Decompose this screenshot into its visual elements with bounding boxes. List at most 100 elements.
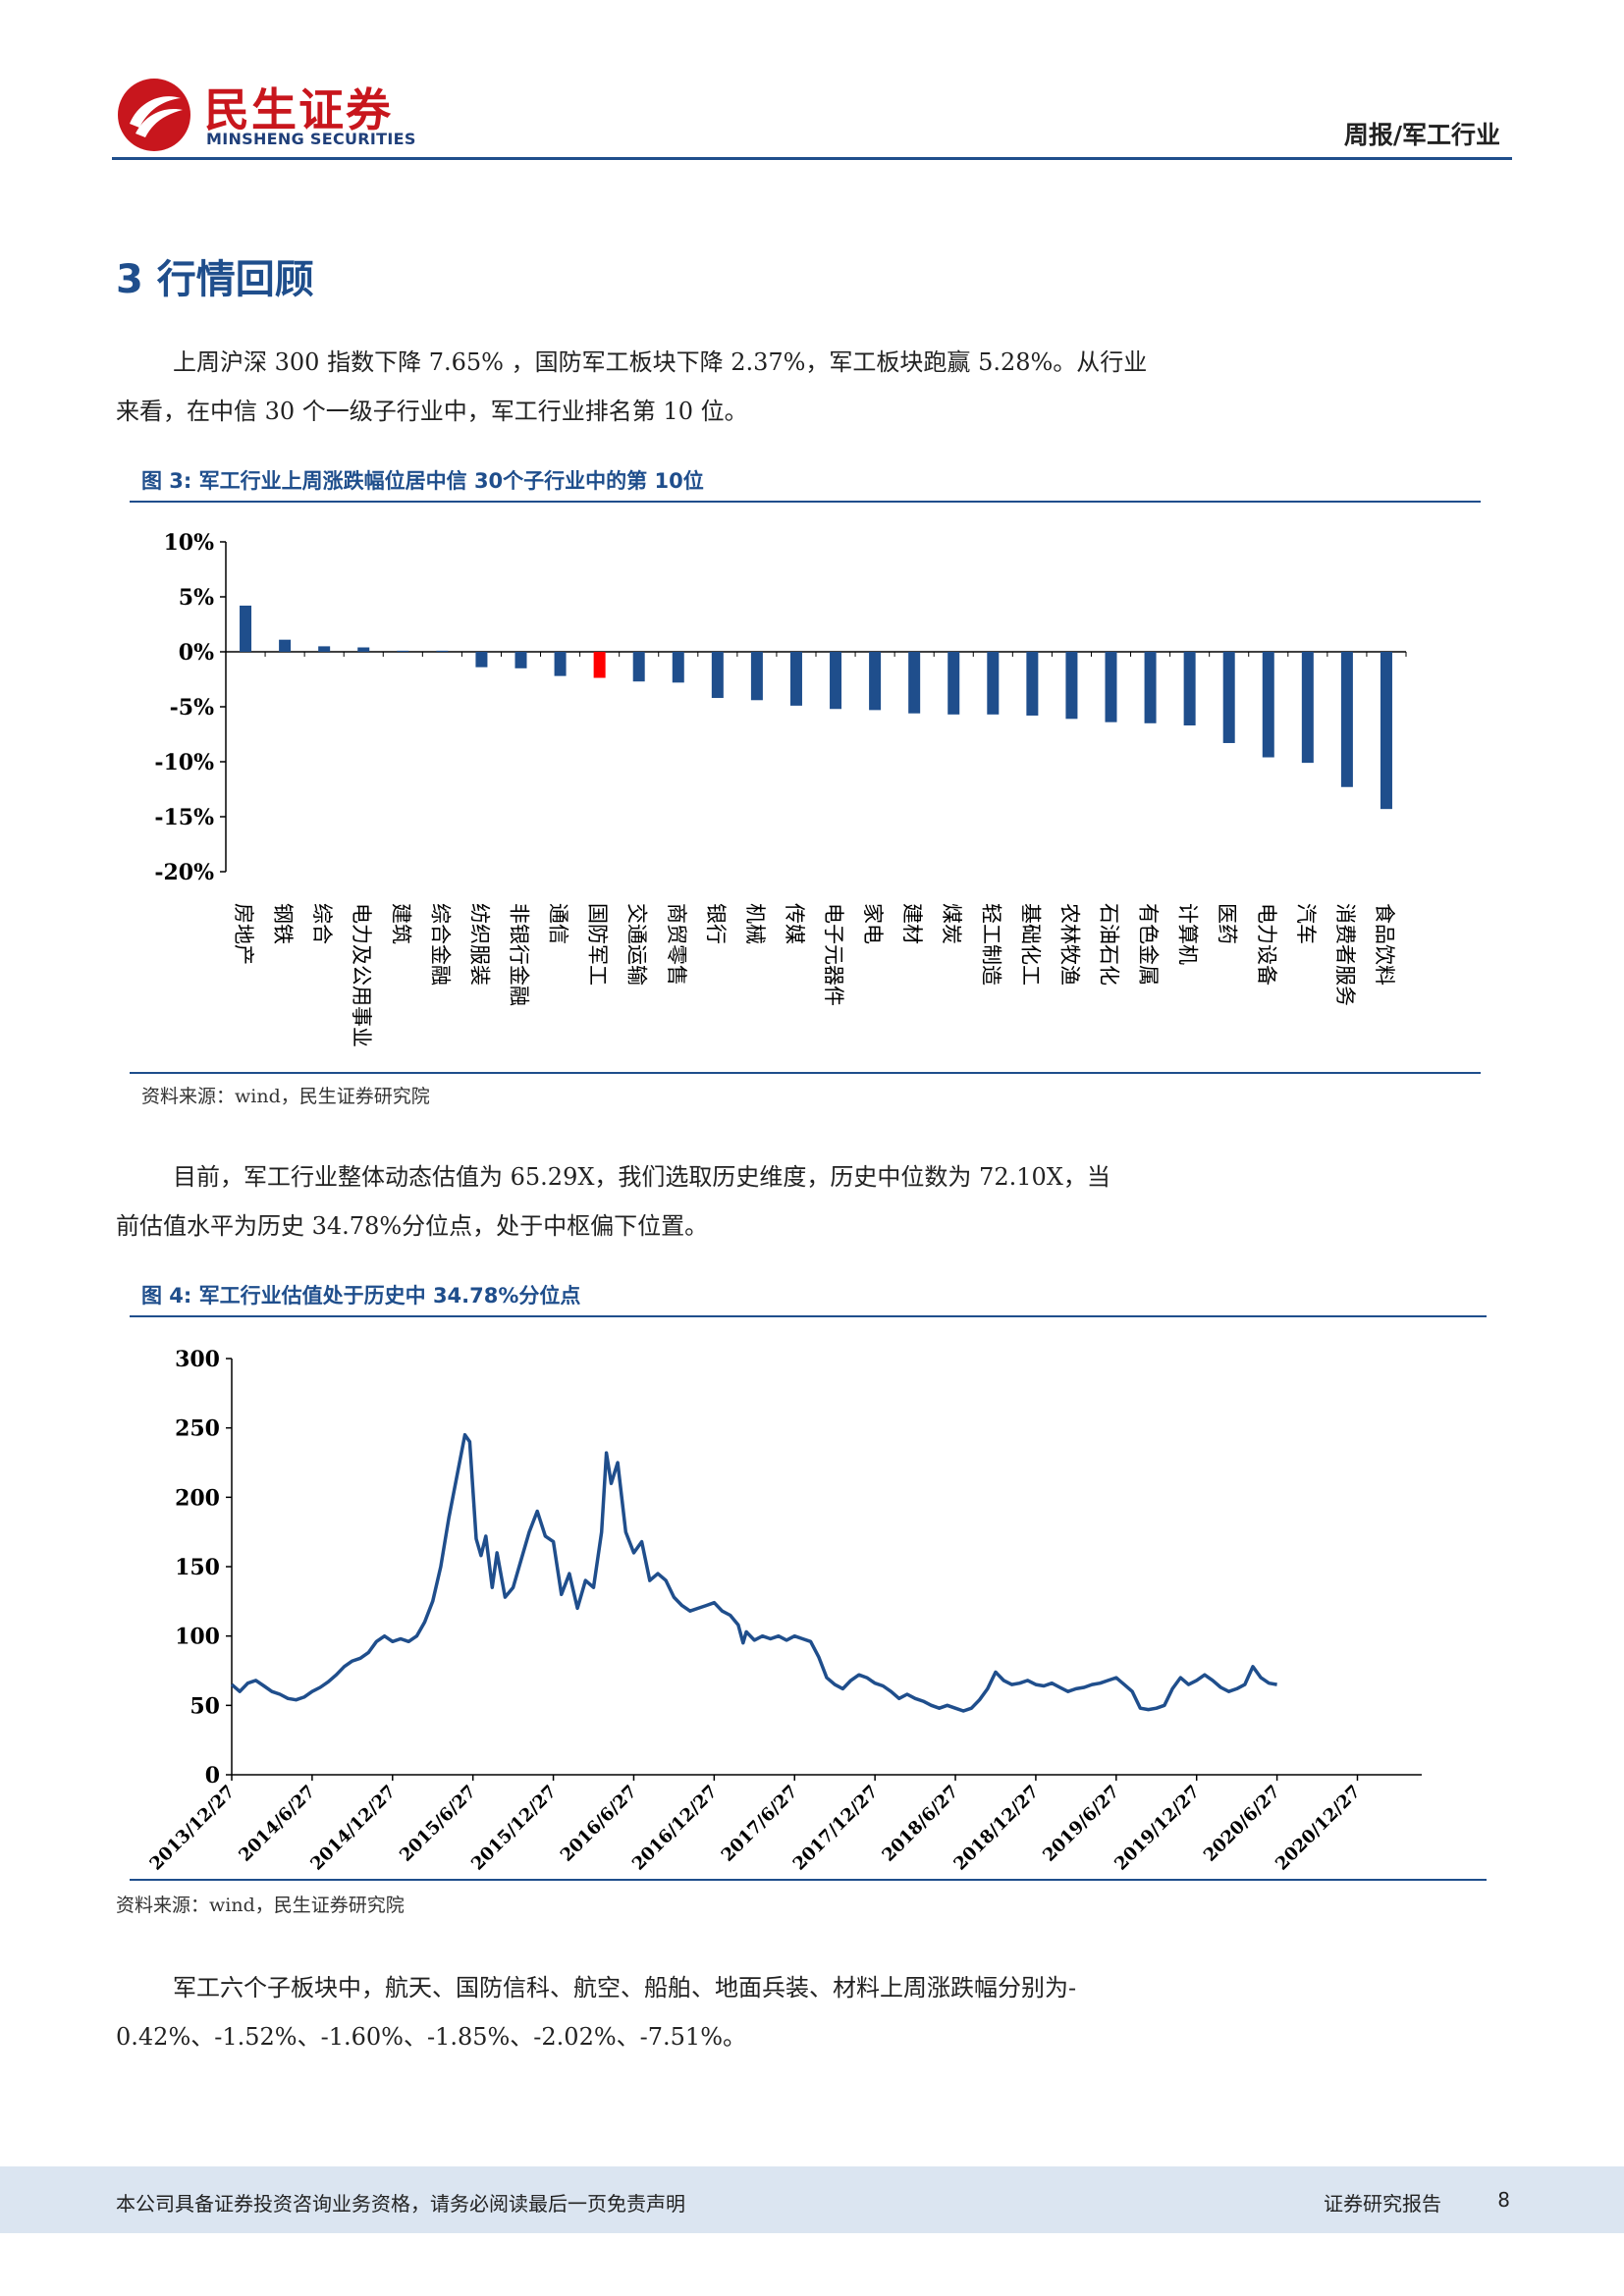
category-label: 房地产 bbox=[232, 903, 255, 965]
category-label: 医药 bbox=[1216, 903, 1239, 944]
paragraph-market-review: 上周沪深 300 指数下降 7.65% ，国防军工板块下降 2.37%，军工板块… bbox=[116, 338, 1225, 436]
bar-食品饮料 bbox=[1380, 652, 1392, 809]
y-tick-label: 5% bbox=[179, 585, 214, 611]
bar-钢铁 bbox=[279, 640, 291, 652]
paragraph-valuation: 目前，军工行业整体动态估值为 65.29X，我们选取历史维度，历史中位数为 72… bbox=[116, 1152, 1225, 1251]
bar-交通运输 bbox=[633, 652, 645, 681]
category-label: 交通运输 bbox=[625, 903, 649, 986]
category-label: 电力及公用事业 bbox=[350, 903, 373, 1047]
figure-3-bottom-rule bbox=[130, 1072, 1481, 1074]
y-tick-label: 150 bbox=[175, 1555, 220, 1580]
category-label: 综合金融 bbox=[428, 903, 452, 986]
figure-3-source: 资料来源：wind，民生证券研究院 bbox=[141, 1082, 430, 1108]
bar-商贸零售 bbox=[673, 652, 684, 682]
paragraph-line: 前估值水平为历史 34.78%分位点，处于中枢偏下位置。 bbox=[116, 1201, 1225, 1251]
category-label: 商贸零售 bbox=[665, 903, 688, 986]
bar-综合 bbox=[318, 646, 330, 652]
figure-3-title: 图 3: 军工行业上周涨跌幅位居中信 30个子行业中的第 10位 bbox=[141, 465, 704, 495]
figure-4-bottom-rule bbox=[130, 1879, 1487, 1881]
bar-医药 bbox=[1223, 652, 1235, 743]
category-label: 电力设备 bbox=[1255, 903, 1278, 986]
x-tick-label: 2016/6/27 bbox=[557, 1782, 641, 1866]
category-label: 煤炭 bbox=[940, 903, 963, 944]
category-label: 轻工制造 bbox=[979, 903, 1002, 986]
category-label: 钢铁 bbox=[271, 903, 295, 944]
y-tick-label: -15% bbox=[154, 805, 214, 830]
category-label: 传媒 bbox=[783, 903, 806, 944]
paragraph-sub-sectors: 军工六个子板块中，航天、国防信科、航空、船舶、地面兵装、材料上周涨跌幅分别为- … bbox=[116, 1963, 1225, 2061]
category-label: 建筑 bbox=[389, 903, 412, 944]
y-tick-label: 100 bbox=[175, 1625, 220, 1650]
y-tick-label: 0% bbox=[179, 640, 214, 666]
bar-家电 bbox=[869, 652, 881, 710]
figure-4-top-rule bbox=[130, 1315, 1487, 1317]
paragraph-line: 0.42%、-1.52%、-1.60%、-1.85%、-2.02%、-7.51%… bbox=[116, 2012, 1225, 2061]
paragraph-line: 目前，军工行业整体动态估值为 65.29X，我们选取历史维度，历史中位数为 72… bbox=[116, 1152, 1225, 1201]
section-title: 3 行情回顾 bbox=[116, 247, 314, 304]
bar-计算机 bbox=[1184, 652, 1196, 725]
category-label: 机械 bbox=[743, 903, 767, 944]
bar-国防军工 bbox=[594, 652, 606, 678]
paragraph-line: 军工六个子板块中，航天、国防信科、航空、船舶、地面兵装、材料上周涨跌幅分别为- bbox=[116, 1963, 1225, 2012]
y-tick-label: 200 bbox=[175, 1485, 220, 1511]
category-label: 石油石化 bbox=[1098, 903, 1121, 986]
x-tick-label: 2018/6/27 bbox=[878, 1782, 962, 1866]
category-label: 银行 bbox=[704, 903, 728, 944]
category-label: 纺织服装 bbox=[467, 903, 491, 986]
bar-轻工制造 bbox=[987, 652, 999, 715]
bar-消费者服务 bbox=[1341, 652, 1353, 787]
x-tick-label: 2020/12/27 bbox=[1272, 1782, 1365, 1875]
x-tick-label: 2016/12/27 bbox=[628, 1782, 722, 1875]
page-footer: 本公司具备证券投资咨询业务资格，请务必阅读最后一页免责声明 证券研究报告 8 bbox=[0, 2166, 1624, 2233]
category-label: 综合 bbox=[310, 903, 334, 944]
bar-电力及公用事业 bbox=[357, 648, 369, 652]
figure-4-source: 资料来源：wind，民生证券研究院 bbox=[116, 1891, 405, 1917]
bar-建筑 bbox=[397, 651, 408, 652]
y-tick-label: -5% bbox=[170, 695, 214, 721]
page-header: 民生证券 MINSHENG SECURITIES 周报/军工行业 bbox=[0, 0, 1624, 167]
bar-房地产 bbox=[240, 606, 251, 652]
y-tick-label: 10% bbox=[163, 530, 214, 556]
category-label: 电子元器件 bbox=[822, 903, 845, 1006]
x-tick-label: 2019/12/27 bbox=[1110, 1782, 1204, 1875]
bar-电力设备 bbox=[1263, 652, 1274, 758]
y-tick-label: 0 bbox=[205, 1763, 220, 1789]
paragraph-line: 来看，在中信 30 个一级子行业中，军工行业排名第 10 位。 bbox=[116, 387, 1225, 436]
category-label: 基础化工 bbox=[1018, 903, 1042, 986]
industry-change-bar-chart: 10% 5% 0% -5% -10% -15% -20% 房地产 钢铁 综合 电力及公用事业 建筑 综合… bbox=[130, 510, 1485, 1070]
figure-4-title: 图 4: 军工行业估值处于历史中 34.78%分位点 bbox=[141, 1280, 580, 1309]
figure-3-top-rule bbox=[130, 501, 1481, 503]
category-label: 农林牧渔 bbox=[1057, 903, 1081, 986]
paragraph-line: 上周沪深 300 指数下降 7.65% ，国防军工板块下降 2.37%，军工板块… bbox=[116, 338, 1225, 387]
category-label: 建材 bbox=[900, 903, 924, 944]
bar-汽车 bbox=[1302, 652, 1314, 763]
x-tick-label: 2020/6/27 bbox=[1200, 1782, 1284, 1866]
x-tick-label: 2017/12/27 bbox=[789, 1782, 883, 1875]
footer-report-label: 证券研究报告 bbox=[1324, 2188, 1441, 2216]
bar-传媒 bbox=[790, 652, 802, 706]
category-label: 计算机 bbox=[1176, 903, 1200, 965]
footer-disclaimer: 本公司具备证券投资咨询业务资格，请务必阅读最后一页免责声明 bbox=[116, 2188, 685, 2216]
page-number: 8 bbox=[1497, 2188, 1510, 2212]
x-tick-label: 2017/6/27 bbox=[718, 1782, 802, 1866]
bar-建材 bbox=[908, 652, 920, 714]
bar-纺织服装 bbox=[475, 652, 487, 667]
bar-基础化工 bbox=[1026, 652, 1038, 716]
category-label: 非银行金融 bbox=[508, 903, 531, 1006]
valuation-series-line bbox=[232, 1435, 1277, 1711]
header-divider bbox=[112, 157, 1512, 160]
bar-农林牧渔 bbox=[1065, 652, 1077, 719]
x-tick-label: 2019/6/27 bbox=[1039, 1782, 1123, 1866]
minsheng-logo-icon bbox=[116, 77, 192, 153]
bar-电子元器件 bbox=[830, 652, 841, 709]
category-label: 食品饮料 bbox=[1373, 903, 1396, 986]
category-label: 汽车 bbox=[1294, 903, 1318, 944]
x-tick-label: 2014/12/27 bbox=[306, 1782, 400, 1875]
x-tick-label: 2015/6/27 bbox=[396, 1782, 480, 1866]
category-label: 通信 bbox=[547, 903, 570, 944]
bar-非银行金融 bbox=[515, 652, 527, 668]
y-tick-label: 250 bbox=[175, 1416, 220, 1442]
x-tick-label: 2013/12/27 bbox=[146, 1782, 240, 1875]
category-label: 家电 bbox=[861, 903, 885, 944]
y-tick-label: -10% bbox=[154, 750, 214, 775]
